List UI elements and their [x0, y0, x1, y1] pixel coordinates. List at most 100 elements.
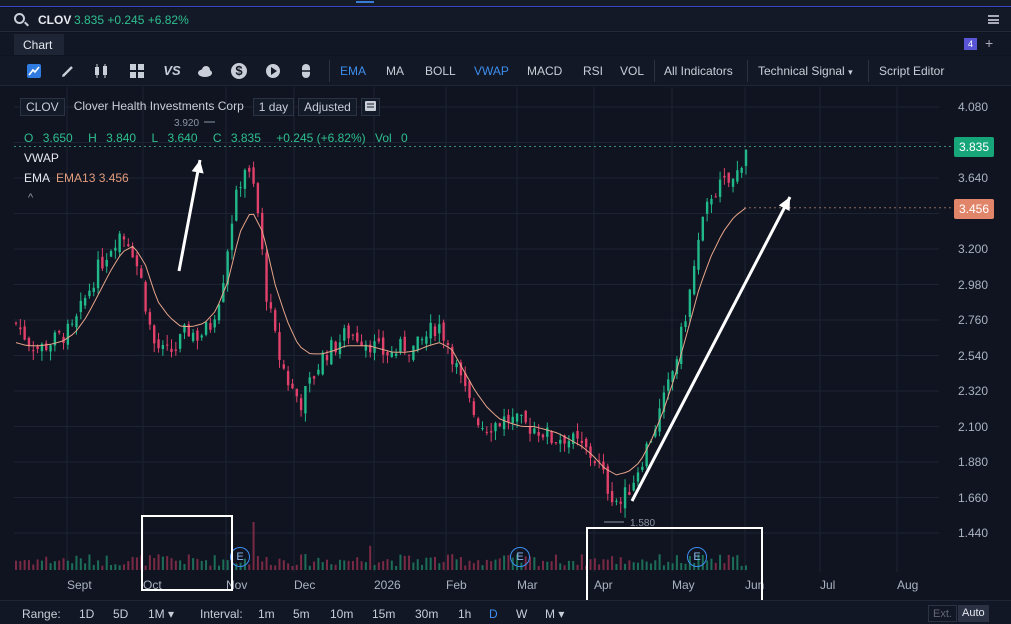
capsule-icon[interactable] — [298, 63, 314, 79]
candle-body — [265, 252, 268, 302]
window-top-strip — [0, 0, 1011, 7]
candle-body — [731, 178, 735, 187]
auto-scale-toggle[interactable]: Auto — [958, 605, 989, 622]
volume-bar — [79, 558, 82, 570]
earnings-marker[interactable]: E — [687, 547, 707, 567]
earnings-marker[interactable]: E — [510, 547, 530, 567]
candle-body — [269, 302, 273, 309]
candle-body — [628, 491, 631, 495]
range-5d[interactable]: 5D — [113, 607, 129, 621]
volume-bar — [148, 555, 151, 570]
layout-count-badge[interactable]: 4 — [964, 38, 977, 50]
volume-bar — [662, 565, 665, 570]
vwap-label[interactable]: VWAP — [24, 151, 59, 165]
volume-bar — [455, 559, 458, 570]
candle-body — [131, 246, 134, 258]
interval-m[interactable]: M ▾ — [545, 607, 565, 621]
tab-chart[interactable]: Chart — [14, 34, 64, 55]
candles-icon[interactable] — [93, 63, 109, 79]
volume-bar — [114, 564, 117, 570]
candle-body — [364, 344, 368, 351]
candle-body — [252, 167, 255, 184]
candle-body — [343, 328, 346, 341]
ohlc-readout: O 3.650 H 3.840 L 3.640 C 3.835 +0.245 (… — [24, 131, 420, 145]
legend-settings-icon[interactable] — [360, 98, 380, 116]
interval-30m[interactable]: 30m — [415, 607, 439, 621]
candle-body — [511, 416, 514, 424]
candle-body — [559, 439, 562, 444]
interval-5m[interactable]: 5m — [293, 607, 310, 621]
legend-symbol: CLOV — [20, 98, 65, 116]
candle-body — [718, 179, 722, 197]
candle-body — [217, 304, 221, 321]
dollar-icon[interactable]: $ — [231, 63, 247, 79]
legend-adjusted[interactable]: Adjusted — [298, 98, 357, 116]
candle-body — [602, 461, 605, 470]
indicator-vol[interactable]: VOL — [620, 64, 645, 78]
interval-1m[interactable]: 1m — [258, 607, 275, 621]
add-tab-icon[interactable]: + — [985, 35, 994, 51]
indicator-macd[interactable]: MACD — [527, 64, 563, 78]
area-chart-icon[interactable] — [26, 63, 42, 79]
candle-body — [502, 416, 506, 430]
ema-legend[interactable]: EMA EMA13 3.456 — [24, 171, 129, 185]
volume-bar — [736, 555, 739, 570]
volume-bar — [135, 557, 138, 570]
candle-body — [541, 434, 545, 438]
grid-icon[interactable] — [129, 63, 145, 79]
range-1m[interactable]: 1M ▾ — [148, 607, 175, 621]
interval-15m[interactable]: 15m — [372, 607, 396, 621]
collapse-legend-icon[interactable]: ^ — [28, 192, 34, 204]
candle-body — [671, 371, 674, 383]
vs-icon[interactable]: VS — [163, 63, 181, 78]
range-1d[interactable]: 1D — [79, 607, 95, 621]
candle-body — [433, 326, 437, 337]
volume-bar — [416, 559, 419, 570]
candle-body — [459, 362, 463, 376]
extended-hours-toggle[interactable]: Ext. — [928, 605, 957, 622]
candle-body — [697, 239, 700, 270]
pencil-icon[interactable] — [60, 63, 76, 79]
indicator-ma[interactable]: MA — [386, 64, 404, 78]
interval-w[interactable]: W — [516, 607, 528, 621]
volume-bar — [559, 563, 562, 570]
all-indicators-button[interactable]: All Indicators — [664, 64, 733, 78]
earnings-marker[interactable]: E — [230, 547, 250, 567]
candle-body — [105, 259, 108, 267]
candle-body — [498, 423, 501, 427]
candle-body — [165, 344, 169, 346]
candle-body — [403, 336, 406, 352]
candle-body — [49, 345, 52, 352]
indicator-rsi[interactable]: RSI — [583, 64, 604, 78]
volume-bar — [274, 565, 277, 570]
script-editor-button[interactable]: Script Editor — [879, 64, 945, 78]
chevron-down-icon: ▾ — [848, 67, 853, 77]
volume-bar — [425, 557, 428, 570]
legend-interval[interactable]: 1 day — [252, 98, 295, 116]
technical-signal-dropdown[interactable]: Technical Signal ▾ — [758, 64, 853, 78]
candle-body — [213, 319, 216, 328]
candle-body — [520, 414, 523, 416]
indicator-ema[interactable]: EMA — [340, 64, 367, 78]
candle-body — [744, 149, 748, 167]
candle-body — [714, 196, 717, 198]
candle-body — [468, 381, 471, 398]
replay-icon[interactable] — [265, 63, 281, 79]
symbol-search-bar[interactable]: CLOV 3.835 +0.245 +6.82% — [0, 8, 1011, 32]
candle-body — [619, 501, 622, 504]
volume-bar — [714, 562, 717, 570]
interval-d[interactable]: D — [489, 607, 498, 621]
volume-bar — [667, 561, 670, 570]
interval-1h[interactable]: 1h — [458, 607, 472, 621]
toolbar-separator — [868, 60, 869, 82]
chart-canvas[interactable]: 3.920 1.580 — [14, 87, 951, 572]
candle-body — [546, 427, 549, 437]
cloud-icon[interactable] — [197, 63, 213, 79]
candle-body — [667, 379, 670, 391]
candle-body — [88, 290, 91, 297]
interval-10m[interactable]: 10m — [330, 607, 354, 621]
indicator-vwap[interactable]: VWAP — [474, 64, 509, 78]
indicator-boll[interactable]: BOLL — [425, 64, 456, 78]
hamburger-menu-icon[interactable] — [988, 15, 999, 24]
y-tick-label: 2.760 — [958, 313, 989, 327]
